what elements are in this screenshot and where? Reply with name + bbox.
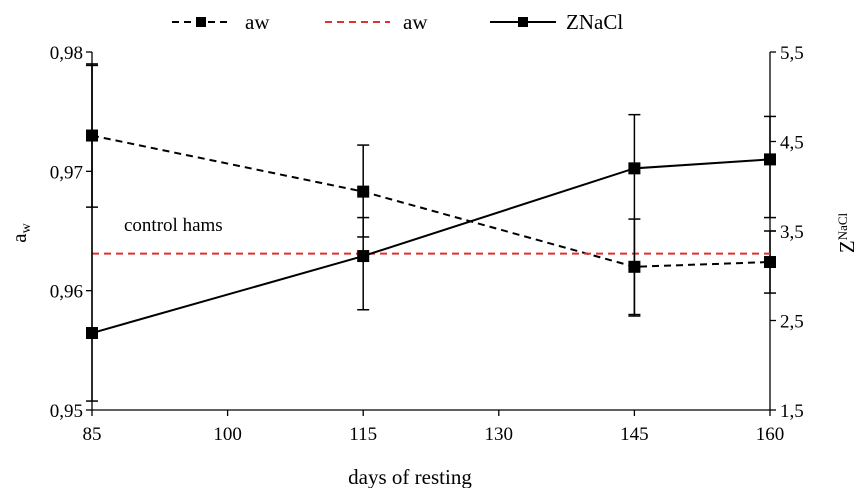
legend-aw-dashed-red-label: aw (403, 10, 428, 34)
legend-znacl-marker (518, 17, 528, 27)
x-tick-label-0: 85 (83, 424, 102, 445)
y2-tick-label-4: 5,5 (780, 43, 804, 64)
y-axis-title-main: a (7, 233, 31, 243)
series-layer (86, 63, 776, 402)
series-2-point-1 (357, 250, 370, 263)
y-tick-label-3: 0,98 (50, 43, 83, 64)
y2-tick-label-0: 1,5 (780, 401, 804, 422)
y-tick-label-1: 0,96 (50, 282, 83, 303)
y-axis-title: aw (7, 222, 34, 242)
y-tick-label-2: 0,97 (50, 162, 83, 183)
annotation-control-hams: control hams (124, 215, 223, 236)
y2-tick-label-2: 3,5 (780, 222, 804, 243)
x-tick-label-1: 100 (213, 424, 242, 445)
y2-axis-title: ZNaCl (835, 212, 859, 253)
legend-aw-dashed-black-marker (196, 17, 206, 27)
x-axis-title: days of resting (348, 465, 472, 488)
x-tick-label-4: 145 (620, 424, 649, 445)
x-axis-ticks: 85 100 115 130 145 160 (83, 410, 785, 445)
series-2-point-3 (764, 153, 776, 166)
series-2-line (91, 158, 771, 334)
y2-axis-title-main: Z (835, 240, 859, 253)
x-tick-label-2: 115 (349, 424, 377, 445)
series-0-line (91, 134, 771, 268)
left-axis-ticks: 0,95 0,96 0,97 0,98 (50, 43, 92, 422)
y2-axis-title-sup: NaCl (835, 212, 850, 240)
x-tick-label-3: 130 (485, 424, 514, 445)
x-tick-label-5: 160 (756, 424, 785, 445)
y-tick-label-0: 0,95 (50, 401, 83, 422)
legend: aw aw ZNaCl (172, 10, 623, 34)
series-2-point-0 (86, 327, 98, 340)
series-0-point-1 (357, 185, 370, 198)
y-axis-title-sub: w (19, 222, 34, 233)
legend-aw-dashed-black-label: aw (245, 10, 270, 34)
right-axis-ticks: 1,5 2,5 3,5 4,5 5,5 (770, 43, 804, 422)
series-0-point-3 (764, 256, 776, 269)
y2-tick-label-1: 2,5 (780, 312, 804, 333)
legend-znacl-label: ZNaCl (566, 10, 623, 34)
series-2-point-2 (628, 162, 641, 175)
y2-tick-label-3: 4,5 (780, 133, 804, 154)
